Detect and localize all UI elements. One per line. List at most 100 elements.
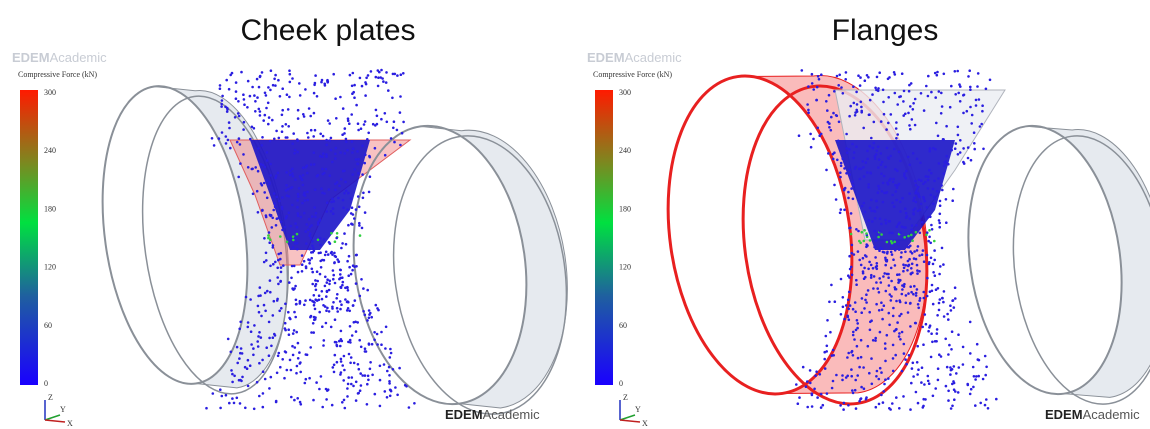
particle bbox=[891, 357, 895, 360]
particle bbox=[295, 371, 298, 375]
particle bbox=[262, 303, 266, 307]
particle bbox=[348, 309, 352, 313]
particle bbox=[274, 174, 278, 177]
particle bbox=[325, 210, 329, 213]
particle bbox=[910, 381, 913, 385]
particle bbox=[227, 121, 231, 124]
particle bbox=[913, 284, 916, 288]
particle bbox=[910, 290, 913, 294]
particle bbox=[828, 126, 831, 129]
particle bbox=[933, 71, 937, 75]
particle bbox=[908, 257, 911, 261]
particle bbox=[275, 299, 279, 302]
particle bbox=[868, 328, 872, 332]
particle bbox=[264, 309, 267, 313]
particle bbox=[301, 173, 305, 177]
particle bbox=[378, 364, 382, 368]
particle bbox=[288, 173, 292, 177]
particle bbox=[837, 139, 840, 143]
particle bbox=[936, 70, 939, 74]
particle bbox=[395, 128, 399, 132]
particle bbox=[341, 242, 344, 245]
particle bbox=[956, 125, 960, 129]
particle bbox=[904, 211, 908, 215]
particle bbox=[877, 402, 881, 406]
particle bbox=[289, 224, 293, 228]
particle bbox=[236, 112, 240, 115]
particle bbox=[276, 276, 280, 279]
particle bbox=[240, 70, 243, 74]
particle bbox=[354, 158, 358, 161]
particle bbox=[832, 111, 835, 115]
particle bbox=[357, 128, 360, 132]
particle bbox=[851, 333, 855, 337]
particle bbox=[870, 136, 873, 140]
particle bbox=[880, 190, 884, 193]
particle bbox=[268, 213, 272, 217]
particle bbox=[825, 344, 829, 348]
particle bbox=[257, 107, 261, 111]
particle bbox=[949, 373, 952, 376]
particle bbox=[314, 288, 318, 292]
particle bbox=[892, 71, 896, 74]
particle bbox=[875, 199, 878, 203]
particle bbox=[291, 77, 294, 80]
particle bbox=[339, 151, 342, 154]
particle bbox=[878, 366, 882, 370]
particle bbox=[845, 132, 848, 136]
particle bbox=[891, 180, 895, 184]
particle bbox=[320, 297, 324, 301]
particle bbox=[916, 185, 920, 189]
particle bbox=[848, 226, 851, 230]
particle bbox=[860, 111, 863, 114]
particle bbox=[891, 343, 895, 347]
particle bbox=[866, 149, 869, 153]
particle bbox=[839, 208, 843, 211]
particle bbox=[941, 296, 944, 300]
particle bbox=[917, 178, 921, 182]
particle bbox=[349, 361, 352, 365]
particle bbox=[339, 344, 342, 348]
particle bbox=[911, 152, 915, 155]
particle bbox=[244, 295, 248, 299]
particle bbox=[840, 86, 843, 89]
particle bbox=[875, 369, 879, 373]
particle bbox=[241, 375, 244, 379]
particle bbox=[925, 294, 929, 298]
particle bbox=[847, 196, 850, 200]
particle bbox=[909, 408, 912, 411]
particle bbox=[869, 263, 873, 267]
particle bbox=[901, 196, 904, 200]
particle bbox=[273, 332, 276, 336]
particle bbox=[368, 155, 372, 159]
particle bbox=[889, 240, 893, 243]
particle bbox=[316, 223, 320, 226]
particle bbox=[357, 172, 360, 175]
particle bbox=[841, 157, 844, 160]
particle bbox=[937, 177, 940, 180]
particle bbox=[852, 330, 855, 334]
particle bbox=[988, 78, 992, 82]
particle bbox=[920, 253, 924, 256]
axis-y bbox=[619, 414, 636, 421]
particle bbox=[952, 365, 956, 368]
particle bbox=[958, 83, 961, 86]
particle bbox=[920, 366, 924, 370]
particle bbox=[928, 147, 932, 150]
particle bbox=[895, 186, 899, 189]
particle bbox=[924, 322, 928, 326]
particle bbox=[930, 223, 933, 227]
particle bbox=[916, 269, 919, 272]
particle bbox=[861, 160, 864, 163]
particle bbox=[912, 375, 915, 378]
particle bbox=[328, 174, 332, 177]
particle bbox=[861, 256, 865, 260]
particle bbox=[875, 239, 878, 242]
particle bbox=[252, 347, 255, 350]
particle bbox=[831, 379, 835, 383]
particle bbox=[914, 192, 918, 195]
particle bbox=[341, 133, 344, 136]
particle bbox=[278, 309, 282, 313]
particle bbox=[809, 381, 812, 385]
particle bbox=[358, 234, 362, 237]
